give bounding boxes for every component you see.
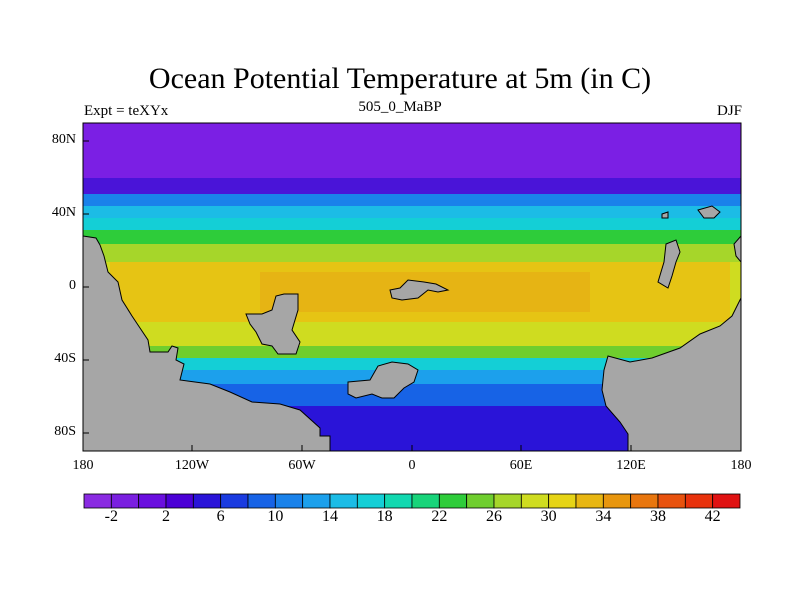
colorbar-swatch — [657, 493, 686, 509]
lat-label-40n: 40N — [51, 205, 76, 220]
colorbar-label: 34 — [595, 508, 612, 525]
colorbar-swatch — [575, 493, 604, 509]
colorbar-swatch — [247, 493, 276, 509]
land-east-edge — [733, 235, 741, 263]
lat-label-0: 0 — [69, 278, 76, 293]
colorbar-swatch — [602, 493, 632, 509]
colorbar-swatch — [329, 493, 358, 509]
colorbar-label: 38 — [650, 508, 666, 525]
land-northeast-island — [697, 205, 721, 219]
land-asia-island — [657, 239, 681, 289]
lat-label-80s: 80S — [54, 424, 76, 439]
band-yellow-green — [83, 244, 741, 262]
colorbar-label: 26 — [486, 508, 502, 525]
colorbar-swatch — [110, 493, 140, 509]
colorbar-swatch — [493, 493, 522, 509]
land-small-island — [661, 211, 669, 219]
colorbar-label: 2 — [162, 508, 170, 525]
band-south-green — [83, 346, 741, 360]
land-africa — [245, 293, 301, 355]
colorbar-label: 6 — [216, 508, 225, 525]
colorbar-label: 42 — [704, 508, 721, 525]
colorbar-swatch — [684, 493, 714, 509]
lon-label-0: 0 — [408, 458, 416, 473]
lon-label-120w: 120W — [174, 458, 210, 473]
colorbar-swatch — [520, 493, 550, 509]
colorbar-swatch — [192, 493, 222, 509]
colorbar-swatch — [220, 493, 249, 509]
colorbar-swatch — [356, 493, 386, 509]
colorbar-swatch — [712, 493, 741, 509]
experiment-label: Expt = teXYx — [84, 103, 169, 119]
colorbar — [83, 493, 741, 509]
band-teal — [83, 218, 741, 232]
lon-label-60e: 60E — [509, 458, 533, 473]
colorbar-swatch — [466, 493, 495, 509]
lat-tick-marks — [83, 140, 89, 434]
colorbar-swatch — [384, 493, 413, 509]
colorbar-swatch — [138, 493, 167, 509]
lon-label-180w: 180 — [72, 458, 94, 473]
colorbar-label: 14 — [322, 508, 338, 525]
band-subpolar — [83, 178, 741, 198]
plot-title: Ocean Potential Temperature at 5m (in C) — [148, 62, 652, 95]
colorbar-label: -2 — [104, 508, 118, 525]
band-cool-blue — [83, 194, 741, 208]
colorbar-label: 30 — [540, 508, 557, 525]
colorbar-label: 22 — [431, 508, 448, 525]
band-cyan — [83, 206, 741, 220]
colorbar-label: 10 — [267, 508, 284, 525]
band-green — [83, 230, 741, 246]
land-americas — [83, 235, 331, 451]
colorbar-swatch — [630, 493, 659, 509]
map-plot-area — [83, 123, 741, 451]
lon-tick-marks — [82, 445, 742, 451]
colorbar-swatch — [438, 493, 468, 509]
colorbar-swatch — [83, 493, 112, 509]
colorbar-swatch — [411, 493, 440, 509]
lat-label-40s: 40S — [54, 351, 76, 366]
land-antarctica-block — [347, 361, 419, 399]
colorbar-swatch — [274, 493, 304, 509]
colorbar-label: 18 — [376, 508, 393, 525]
land-india — [389, 279, 450, 301]
lon-label-60w: 60W — [288, 458, 316, 473]
colorbar-swatch — [302, 493, 331, 509]
band-polar — [83, 123, 741, 185]
band-south-yellow — [83, 322, 741, 348]
colorbar-swatch — [548, 493, 577, 509]
age-label: 505_0_MaBP — [358, 99, 442, 115]
colorbar-swatch — [165, 493, 194, 509]
land-australia — [601, 297, 741, 451]
season-label: DJF — [716, 103, 742, 119]
band-south-teal — [83, 358, 741, 372]
lon-label-120e: 120E — [616, 458, 646, 473]
lon-label-180e: 180 — [730, 458, 752, 473]
lat-label-80n: 80N — [51, 132, 76, 147]
